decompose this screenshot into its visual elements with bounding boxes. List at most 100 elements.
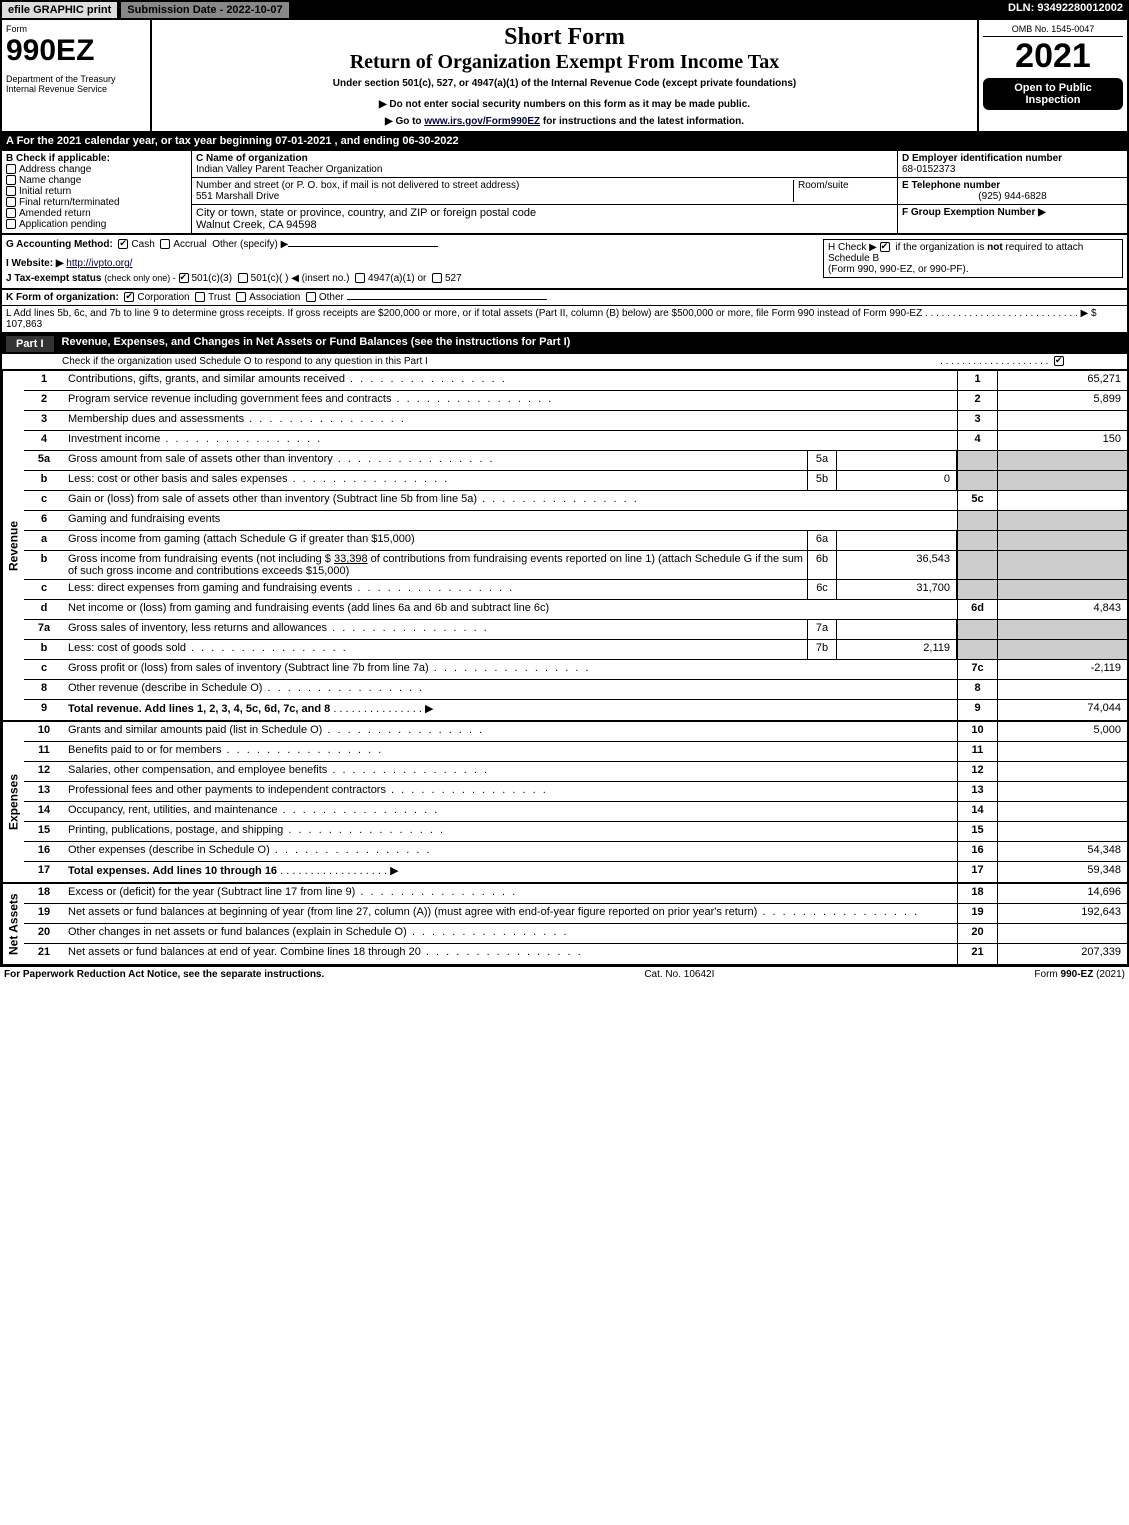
omb-number: OMB No. 1545-0047 bbox=[983, 24, 1123, 37]
footer-right: Form 990-EZ (2021) bbox=[1034, 969, 1125, 980]
header-left: Form 990EZ Department of the Treasury In… bbox=[2, 20, 152, 131]
chk-501c[interactable] bbox=[238, 273, 248, 283]
g-cash: Cash bbox=[131, 239, 154, 250]
revenue-label: Revenue bbox=[2, 371, 24, 720]
chk-corporation[interactable] bbox=[124, 292, 134, 302]
expenses-section: Expenses 10Grants and similar amounts pa… bbox=[0, 722, 1129, 884]
line-6: 6Gaming and fundraising events bbox=[24, 511, 1127, 531]
dln: DLN: 93492280012002 bbox=[1002, 0, 1129, 20]
form-subtitle: Return of Organization Exempt From Incom… bbox=[156, 51, 973, 74]
part1-checkline: Check if the organization used Schedule … bbox=[0, 354, 1129, 371]
line-3: 3Membership dues and assessments3 bbox=[24, 411, 1127, 431]
row-a-tax-year: A For the 2021 calendar year, or tax yea… bbox=[0, 133, 1129, 151]
net-assets-label: Net Assets bbox=[2, 884, 24, 964]
spacer bbox=[291, 0, 1002, 20]
efile-print[interactable]: efile GRAPHIC print bbox=[0, 0, 119, 20]
header-center: Short Form Return of Organization Exempt… bbox=[152, 20, 977, 131]
k3: Association bbox=[249, 292, 300, 303]
form-number: 990EZ bbox=[6, 34, 146, 68]
under-section: Under section 501(c), 527, or 4947(a)(1)… bbox=[156, 78, 973, 89]
group-exemption-row: F Group Exemption Number ▶ bbox=[898, 205, 1127, 220]
line-9: 9Total revenue. Add lines 1, 2, 3, 4, 5c… bbox=[24, 700, 1127, 720]
line-16: 16Other expenses (describe in Schedule O… bbox=[24, 842, 1127, 862]
header-right: OMB No. 1545-0047 2021 Open to Public In… bbox=[977, 20, 1127, 131]
line-2: 2Program service revenue including gover… bbox=[24, 391, 1127, 411]
street-value: 551 Marshall Drive bbox=[196, 191, 793, 202]
g-label: G Accounting Method: bbox=[6, 239, 113, 250]
h-pre: H Check ▶ bbox=[828, 242, 877, 253]
tax-year: 2021 bbox=[983, 37, 1123, 76]
j1: 501(c)(3) bbox=[192, 273, 233, 284]
chk-final-return[interactable]: Final return/terminated bbox=[6, 197, 187, 208]
line-19: 19Net assets or fund balances at beginni… bbox=[24, 904, 1127, 924]
line-15: 15Printing, publications, postage, and s… bbox=[24, 822, 1127, 842]
goto-link[interactable]: www.irs.gov/Form990EZ bbox=[424, 116, 540, 127]
col-d: D Employer identification number 68-0152… bbox=[897, 151, 1127, 233]
line-5a: 5aGross amount from sale of assets other… bbox=[24, 451, 1127, 471]
line-12: 12Salaries, other compensation, and empl… bbox=[24, 762, 1127, 782]
chk-accrual[interactable] bbox=[160, 239, 170, 249]
footer-mid: Cat. No. 10642I bbox=[644, 969, 714, 980]
chk-h[interactable] bbox=[880, 242, 890, 252]
line-7a: 7aGross sales of inventory, less returns… bbox=[24, 620, 1127, 640]
ein-row: D Employer identification number 68-0152… bbox=[898, 151, 1127, 178]
line-1: 1Contributions, gifts, grants, and simil… bbox=[24, 371, 1127, 391]
line-17: 17Total expenses. Add lines 10 through 1… bbox=[24, 862, 1127, 882]
h-post3: (Form 990, 990-EZ, or 990-PF). bbox=[828, 264, 969, 275]
chk-association[interactable] bbox=[236, 292, 246, 302]
line-6a: aGross income from gaming (attach Schedu… bbox=[24, 531, 1127, 551]
expenses-label: Expenses bbox=[2, 722, 24, 882]
j-small: (check only one) - bbox=[104, 273, 176, 283]
j3: 4947(a)(1) or bbox=[368, 273, 426, 284]
ssn-warning: ▶ Do not enter social security numbers o… bbox=[156, 99, 973, 110]
street-row: Number and street (or P. O. box, if mail… bbox=[192, 178, 897, 205]
line-10: 10Grants and similar amounts paid (list … bbox=[24, 722, 1127, 742]
line-7c: cGross profit or (loss) from sales of in… bbox=[24, 660, 1127, 680]
room-suite-label: Room/suite bbox=[793, 180, 893, 202]
revenue-section: Revenue 1Contributions, gifts, grants, a… bbox=[0, 371, 1129, 722]
top-bar: efile GRAPHIC print Submission Date - 20… bbox=[0, 0, 1129, 20]
chk-address-change[interactable]: Address change bbox=[6, 164, 187, 175]
goto-post: for instructions and the latest informat… bbox=[540, 116, 744, 127]
g-accrual: Accrual bbox=[173, 239, 206, 250]
l-text: L Add lines 5b, 6c, and 7b to line 9 to … bbox=[6, 308, 1097, 319]
k2: Trust bbox=[208, 292, 230, 303]
h-box: H Check ▶ if the organization is not req… bbox=[823, 239, 1123, 278]
line-6c: cLess: direct expenses from gaming and f… bbox=[24, 580, 1127, 600]
line-18: 18Excess or (deficit) for the year (Subt… bbox=[24, 884, 1127, 904]
chk-cash[interactable] bbox=[118, 239, 128, 249]
line-21: 21Net assets or fund balances at end of … bbox=[24, 944, 1127, 964]
l-row: L Add lines 5b, 6c, and 7b to line 9 to … bbox=[0, 306, 1129, 334]
h-not: not bbox=[987, 242, 1003, 253]
page-footer: For Paperwork Reduction Act Notice, see … bbox=[0, 966, 1129, 982]
chk-application-pending[interactable]: Application pending bbox=[6, 219, 187, 230]
line-11: 11Benefits paid to or for members11 bbox=[24, 742, 1127, 762]
chk-initial-return[interactable]: Initial return bbox=[6, 186, 187, 197]
line-4: 4Investment income4150 bbox=[24, 431, 1127, 451]
form-word: Form bbox=[6, 24, 146, 34]
line-20: 20Other changes in net assets or fund ba… bbox=[24, 924, 1127, 944]
chk-schedule-o[interactable] bbox=[1054, 356, 1064, 366]
open-to-public: Open to Public Inspection bbox=[983, 78, 1123, 110]
chk-trust[interactable] bbox=[195, 292, 205, 302]
line-14: 14Occupancy, rent, utilities, and mainte… bbox=[24, 802, 1127, 822]
line-5c: cGain or (loss) from sale of assets othe… bbox=[24, 491, 1127, 511]
chk-4947[interactable] bbox=[355, 273, 365, 283]
part1-title: Revenue, Expenses, and Changes in Net As… bbox=[62, 336, 571, 352]
city-label: City or town, state or province, country… bbox=[196, 207, 893, 219]
line-8: 8Other revenue (describe in Schedule O)8 bbox=[24, 680, 1127, 700]
submission-date: Submission Date - 2022-10-07 bbox=[119, 0, 290, 20]
dept-treasury: Department of the Treasury bbox=[6, 74, 146, 84]
chk-name-change[interactable]: Name change bbox=[6, 175, 187, 186]
chk-527[interactable] bbox=[432, 273, 442, 283]
form-header: Form 990EZ Department of the Treasury In… bbox=[0, 20, 1129, 133]
website-link[interactable]: http://ivpto.org/ bbox=[66, 258, 132, 269]
chk-501c3[interactable] bbox=[179, 273, 189, 283]
chk-amended-return[interactable]: Amended return bbox=[6, 208, 187, 219]
tel-row: E Telephone number (925) 944-6828 bbox=[898, 178, 1127, 205]
city-row: City or town, state or province, country… bbox=[192, 205, 897, 233]
chk-other-org[interactable] bbox=[306, 292, 316, 302]
org-name-row: C Name of organization Indian Valley Par… bbox=[192, 151, 897, 178]
k4: Other bbox=[319, 292, 344, 303]
ein-label: D Employer identification number bbox=[902, 153, 1123, 164]
